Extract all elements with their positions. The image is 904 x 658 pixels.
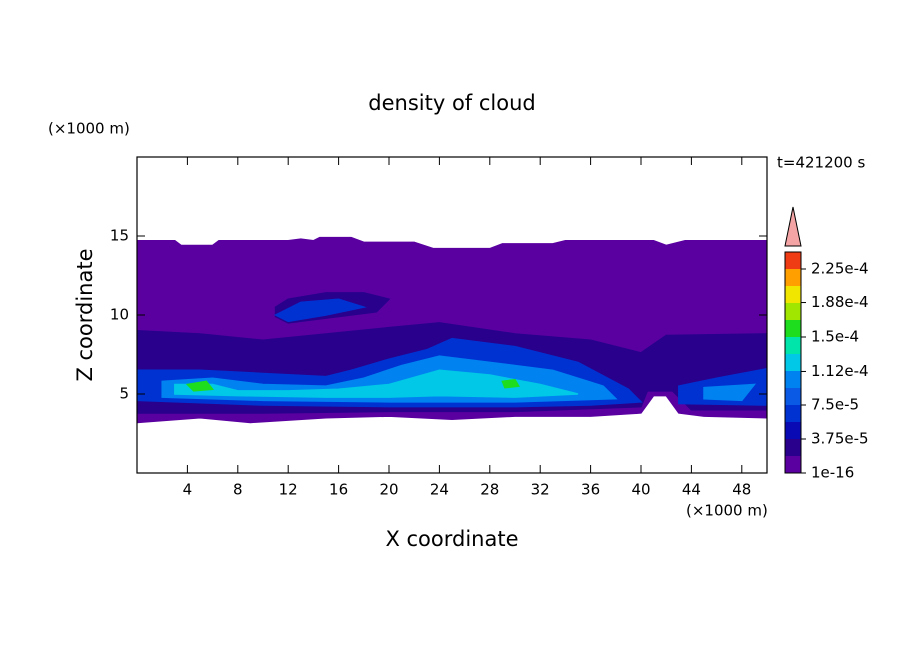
y-unit: (×1000 m) <box>48 120 130 138</box>
colorbar-band <box>785 354 801 371</box>
contour-region <box>185 380 215 392</box>
x-tick-label: 48 <box>732 481 751 499</box>
x-tick-label: 28 <box>480 481 499 499</box>
colorbar-band <box>785 269 801 286</box>
x-tick-label: 20 <box>379 481 398 499</box>
colorbar-band <box>785 405 801 422</box>
colorbar-band <box>785 439 801 456</box>
contour-field <box>137 236 767 424</box>
contour-region <box>703 383 757 402</box>
colorbar-frame <box>784 251 802 474</box>
y-axis-label: Z coordinate <box>73 248 97 381</box>
colorbar-extension <box>784 206 802 247</box>
time-label: t=421200 s <box>777 154 865 172</box>
x-tick-label: 44 <box>682 481 701 499</box>
colorbar-band <box>785 303 801 320</box>
x-tick-label: 24 <box>430 481 449 499</box>
x-tick-label: 4 <box>183 481 193 499</box>
x-tick-label: 36 <box>581 481 600 499</box>
colorbar-tick-label: 1.5e-4 <box>811 328 859 346</box>
colorbar-band <box>785 320 801 337</box>
colorbar-tick-label: 3.75e-5 <box>811 430 869 448</box>
colorbar-band <box>785 371 801 388</box>
y-tick-label: 15 <box>110 227 129 245</box>
colorbar-tick-label: 2.25e-4 <box>811 260 869 278</box>
colorbar-tick-label: 1.88e-4 <box>811 293 869 311</box>
x-axis-label: X coordinate <box>385 527 518 551</box>
contour-region <box>174 369 579 398</box>
colorbar-tick-label: 1.12e-4 <box>811 362 869 380</box>
colorbar-tick-label: 1e-16 <box>811 464 854 482</box>
chart-title: density of cloud <box>368 91 535 115</box>
x-tick-label: 8 <box>233 481 243 499</box>
colorbar-band <box>785 286 801 303</box>
colorbar-band <box>785 456 801 473</box>
colorbar-band <box>785 388 801 405</box>
x-tick-label: 40 <box>631 481 650 499</box>
x-tick-label: 12 <box>279 481 298 499</box>
colorbar-band <box>785 422 801 439</box>
colorbar-band <box>785 252 801 269</box>
contour-region <box>273 298 367 323</box>
x-tick-label: 16 <box>329 481 348 499</box>
y-tick-label: 5 <box>119 385 129 403</box>
x-tick-label: 32 <box>531 481 550 499</box>
colorbar-band <box>785 337 801 354</box>
contour-region <box>501 378 521 389</box>
y-tick-label: 10 <box>110 306 129 324</box>
colorbar-tick-label: 7.5e-5 <box>811 396 859 414</box>
x-unit: (×1000 m) <box>686 502 768 520</box>
